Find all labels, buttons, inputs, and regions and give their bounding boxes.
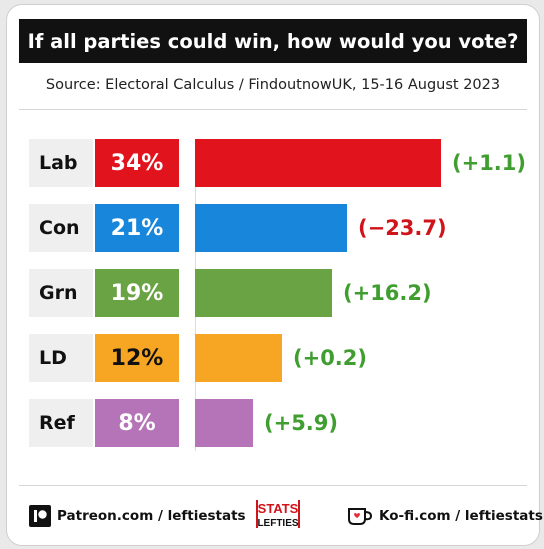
percent-label: 21%	[95, 204, 179, 252]
party-label: Grn	[29, 269, 93, 317]
bar-row: Grn 19% (+16.2)	[7, 269, 539, 317]
bottom-divider	[19, 485, 527, 486]
party-label: Con	[29, 204, 93, 252]
patreon-icon	[29, 505, 51, 527]
bar	[195, 399, 253, 447]
bar-row: Ref 8% (+5.9)	[7, 399, 539, 447]
change-label: (+0.2)	[293, 346, 367, 370]
infographic-card: If all parties could win, how would you …	[6, 4, 543, 546]
percent-label: 8%	[95, 399, 179, 447]
change-label: (+1.1)	[452, 151, 526, 175]
kofi-link[interactable]: Ko-fi.com / leftiestats	[347, 505, 543, 527]
kofi-label: Ko-fi.com / leftiestats	[379, 508, 543, 524]
party-label: Ref	[29, 399, 93, 447]
party-label: Lab	[29, 139, 93, 187]
percent-label: 12%	[95, 334, 179, 382]
source-line: Source: Electoral Calculus / FindoutnowU…	[45, 77, 501, 93]
bar	[195, 269, 332, 317]
bar-row: Lab 34% (+1.1)	[7, 139, 539, 187]
change-label: (−23.7)	[358, 216, 447, 240]
svg-text:STATS: STATS	[258, 501, 299, 516]
change-label: (+5.9)	[264, 411, 338, 435]
svg-text:LEFTIES: LEFTIES	[257, 518, 298, 529]
bar-row: Con 21% (−23.7)	[7, 204, 539, 252]
coffee-cup-icon	[347, 505, 373, 527]
patreon-label: Patreon.com / leftiestats	[57, 508, 246, 524]
top-divider	[19, 109, 527, 110]
bar	[195, 334, 282, 382]
patreon-link[interactable]: Patreon.com / leftiestats	[29, 505, 246, 527]
bar	[195, 139, 441, 187]
chart-title: If all parties could win, how would you …	[19, 19, 527, 63]
bar-row: LD 12% (+0.2)	[7, 334, 539, 382]
footer: Patreon.com / leftiestats STATS LEFTIES …	[7, 497, 543, 533]
change-label: (+16.2)	[343, 281, 432, 305]
stats-lefties-logo: STATS LEFTIES	[255, 497, 301, 533]
percent-label: 19%	[95, 269, 179, 317]
party-label: LD	[29, 334, 93, 382]
bar	[195, 204, 347, 252]
percent-label: 34%	[95, 139, 179, 187]
